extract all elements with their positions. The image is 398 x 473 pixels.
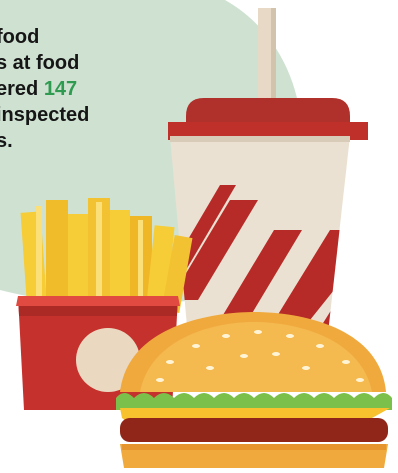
caption-line-2: s at food	[0, 52, 80, 74]
lettuce	[116, 393, 392, 410]
hamburger-icon	[116, 312, 392, 468]
caption-line-5: s.	[0, 130, 13, 152]
french-fries-icon	[16, 198, 193, 410]
patty	[120, 418, 388, 442]
caption-line-4: inspected	[0, 104, 90, 126]
cheese	[120, 408, 390, 432]
caption-line-3-prefix: ered	[0, 78, 44, 100]
stat-highlight: 147	[43, 78, 78, 100]
caption-line-1: food	[0, 26, 40, 48]
caption-line-3: ered 147	[0, 76, 196, 102]
caption-text: food s at food ered 147 inspected s.	[0, 24, 196, 154]
